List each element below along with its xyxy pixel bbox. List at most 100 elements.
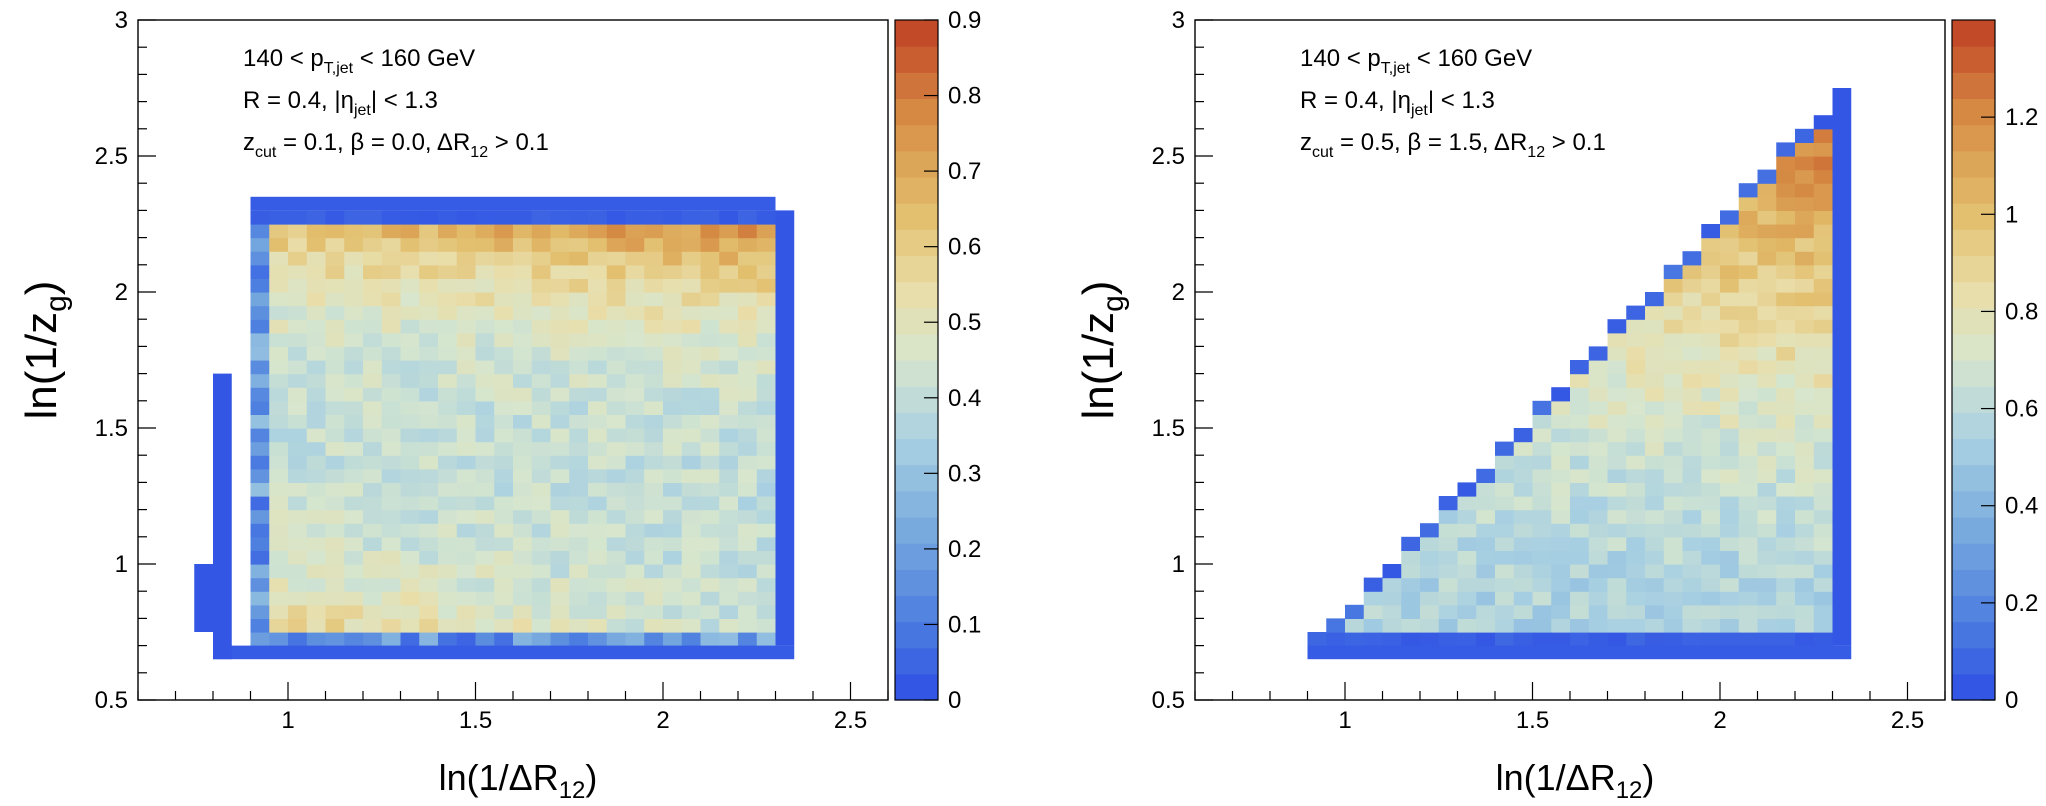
heatmap-cell <box>438 414 458 429</box>
heatmap-cell <box>288 360 308 375</box>
heatmap-cell <box>381 618 402 633</box>
heatmap-cell <box>681 237 702 252</box>
heatmap-cell <box>738 604 758 619</box>
heatmap-cell <box>719 455 739 470</box>
heatmap-cell <box>513 591 533 606</box>
heatmap-cell <box>1588 400 1609 415</box>
heatmap-cell <box>513 332 533 347</box>
heatmap-cell <box>700 373 720 388</box>
heatmap-cell <box>1626 346 1646 361</box>
heatmap-cell <box>756 264 777 279</box>
heatmap-cell <box>456 509 477 524</box>
heatmap-cell <box>1776 183 1796 198</box>
heatmap-cell <box>531 414 552 429</box>
heatmap-cell <box>550 591 570 606</box>
colorbar-band <box>895 72 938 100</box>
heatmap-cell <box>494 604 514 619</box>
colorbar-band <box>895 203 938 230</box>
heatmap-cell <box>719 468 739 483</box>
heatmap-cell <box>644 564 664 579</box>
heatmap-cell <box>588 604 608 619</box>
heatmap-cell <box>513 346 533 361</box>
heatmap-cell <box>663 251 683 266</box>
heatmap-cell <box>344 441 364 456</box>
colorbar-band <box>895 255 938 283</box>
colorbar-band <box>1952 595 1995 623</box>
heatmap-cell <box>1701 604 1721 619</box>
heatmap-cell <box>588 414 608 429</box>
heatmap-cell <box>1532 536 1552 551</box>
heatmap-cell <box>606 577 627 592</box>
heatmap-cell <box>288 224 308 239</box>
heatmap-cell <box>456 455 477 470</box>
heatmap-cell <box>644 632 664 647</box>
heatmap-cell <box>550 251 570 266</box>
heatmap-cell <box>400 360 420 375</box>
heatmap-cell <box>569 577 589 592</box>
heatmap-cell <box>269 414 289 429</box>
heatmap-cell <box>1438 550 1459 565</box>
heatmap-cell <box>1720 550 1740 565</box>
heatmap-cell <box>269 224 289 239</box>
heatmap-cells <box>194 196 795 660</box>
heatmap-cell <box>363 332 383 347</box>
heatmap-cell <box>1795 509 1815 524</box>
heatmap-cell <box>344 332 364 347</box>
heatmap-cell <box>700 278 720 293</box>
heatmap-cell <box>1645 455 1665 470</box>
heatmap-cell <box>1738 196 1759 211</box>
heatmap-cell <box>456 373 477 388</box>
heatmap-cell <box>606 604 627 619</box>
heatmap-cell <box>1588 455 1609 470</box>
heatmap-cell <box>1532 523 1552 538</box>
heatmap-cell <box>513 237 533 252</box>
colorbar-band <box>895 673 938 701</box>
heatmap-cell <box>719 319 739 334</box>
heatmap-cell <box>363 346 383 361</box>
heatmap-cell <box>681 414 702 429</box>
heatmap-cell <box>1382 591 1402 606</box>
heatmap-cell <box>644 400 664 415</box>
heatmap-cell <box>550 332 570 347</box>
heatmap-cell <box>1570 455 1590 470</box>
heatmap-cell <box>1588 509 1609 524</box>
heatmap-cell <box>1513 536 1534 551</box>
heatmap-cell <box>719 264 739 279</box>
heatmap-cell <box>1757 455 1777 470</box>
heatmap-cell <box>531 251 552 266</box>
heatmap-cell <box>1663 278 1684 293</box>
heatmap-cell <box>644 264 664 279</box>
heatmap-cell <box>475 591 495 606</box>
heatmap-cell <box>1495 496 1515 511</box>
heatmap-cell <box>588 536 608 551</box>
heatmap-cell <box>381 550 402 565</box>
x-tick-label: 1.5 <box>459 707 492 734</box>
heatmap-cell <box>363 400 383 415</box>
heatmap-cell <box>494 414 514 429</box>
heatmap-cell <box>1420 536 1440 551</box>
heatmap-cell <box>456 224 477 239</box>
heatmap-cell <box>700 441 720 456</box>
heatmap-cell <box>1588 428 1609 443</box>
heatmap-cell <box>644 278 664 293</box>
heatmap-cell <box>1682 536 1702 551</box>
heatmap-cell <box>550 319 570 334</box>
heatmap-cell <box>756 305 777 320</box>
heatmap-cell <box>606 251 627 266</box>
heatmap-cell <box>1438 632 1459 647</box>
heatmap-cell <box>250 455 270 470</box>
heatmap-cell <box>1682 604 1702 619</box>
heatmap-cell <box>325 632 345 647</box>
heatmap-cell <box>400 346 420 361</box>
heatmap-cell <box>306 346 327 361</box>
heatmap-cell <box>1588 618 1609 633</box>
colorbar-band <box>895 569 938 596</box>
heatmap-cell <box>606 360 627 375</box>
heatmap-cell <box>306 604 327 619</box>
heatmap-cell <box>363 523 383 538</box>
heatmap-cell <box>1720 591 1740 606</box>
heatmap-cell <box>419 523 439 538</box>
heatmap-cell <box>419 536 439 551</box>
heatmap-cell <box>438 428 458 443</box>
heatmap-cell <box>1438 618 1459 633</box>
